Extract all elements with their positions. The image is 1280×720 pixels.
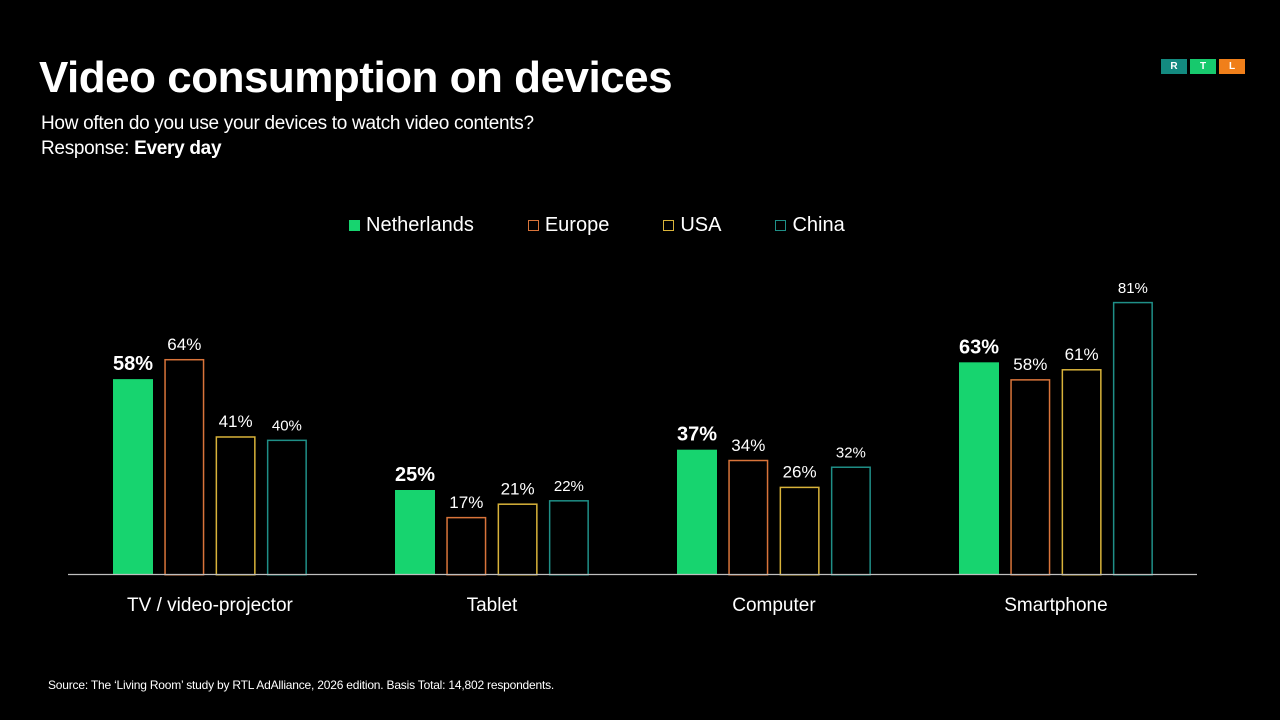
data-label-usa-3: 61% bbox=[1065, 345, 1099, 364]
source-note: Source: The ‘Living Room’ study by RTL A… bbox=[48, 678, 555, 692]
bar-china-1 bbox=[548, 500, 589, 576]
response-value: Every day bbox=[134, 138, 222, 159]
category-label-1: Tablet bbox=[467, 595, 518, 616]
data-label-netherlands-1: 25% bbox=[395, 464, 435, 486]
response-line: Response: Every day bbox=[41, 136, 222, 161]
bar-usa-0 bbox=[215, 436, 256, 576]
bar-netherlands-0 bbox=[113, 379, 153, 574]
data-label-europe-0: 64% bbox=[167, 335, 201, 354]
legend-label-china: China bbox=[792, 214, 845, 236]
logo-letter-t: T bbox=[1190, 59, 1216, 74]
bar-europe-0 bbox=[164, 358, 205, 576]
bar-china-3 bbox=[1112, 301, 1153, 576]
legend-swatch-china bbox=[775, 220, 787, 231]
data-label-usa-0: 41% bbox=[219, 412, 253, 431]
bar-china-0 bbox=[266, 439, 307, 576]
legend-label-europe: Europe bbox=[544, 214, 610, 236]
legend-item-europe: Europe bbox=[527, 214, 610, 237]
logo-letter-r: R bbox=[1161, 59, 1187, 74]
chart-subtitle: How often do you use your devices to wat… bbox=[41, 113, 534, 134]
data-label-usa-1: 21% bbox=[501, 479, 535, 498]
bar-netherlands-3 bbox=[959, 362, 999, 574]
category-label-3: Smartphone bbox=[1004, 595, 1108, 616]
data-label-netherlands-2: 37% bbox=[677, 424, 717, 446]
legend-item-netherlands: Netherlands bbox=[349, 214, 474, 237]
bar-netherlands-1 bbox=[395, 490, 435, 574]
chart-legend: Netherlands Europe USA China bbox=[349, 214, 899, 237]
bar-china-2 bbox=[830, 466, 871, 576]
page-title: Video consumption on devices bbox=[39, 53, 673, 102]
legend-swatch-usa bbox=[663, 220, 675, 231]
legend-label-netherlands: Netherlands bbox=[366, 214, 474, 236]
rtl-logo: R T L bbox=[1161, 59, 1245, 74]
data-label-china-1: 22% bbox=[554, 478, 584, 495]
bar-usa-3 bbox=[1061, 369, 1102, 576]
legend-swatch-europe bbox=[527, 220, 539, 231]
data-label-usa-2: 26% bbox=[783, 463, 817, 482]
bar-europe-1 bbox=[446, 516, 487, 576]
data-label-china-3: 81% bbox=[1118, 280, 1148, 297]
data-label-europe-3: 58% bbox=[1013, 355, 1047, 374]
data-label-netherlands-0: 58% bbox=[113, 353, 153, 375]
bar-europe-2 bbox=[728, 459, 769, 576]
bar-usa-1 bbox=[497, 503, 538, 576]
category-label-2: Computer bbox=[732, 595, 816, 616]
data-label-europe-2: 34% bbox=[731, 436, 765, 455]
category-label-0: TV / video-projector bbox=[127, 595, 293, 616]
legend-swatch-netherlands bbox=[349, 220, 360, 231]
data-label-china-2: 32% bbox=[836, 444, 866, 461]
bar-europe-3 bbox=[1010, 379, 1051, 576]
logo-letter-l: L bbox=[1219, 59, 1245, 74]
data-label-europe-1: 17% bbox=[449, 493, 483, 512]
bar-netherlands-2 bbox=[677, 449, 717, 574]
legend-item-usa: USA bbox=[663, 214, 721, 237]
bar-usa-2 bbox=[779, 486, 820, 576]
legend-label-usa: USA bbox=[680, 214, 722, 236]
data-label-netherlands-3: 63% bbox=[959, 336, 999, 358]
data-label-china-0: 40% bbox=[272, 418, 302, 435]
legend-item-china: China bbox=[775, 214, 845, 237]
response-label: Response: bbox=[41, 138, 130, 159]
